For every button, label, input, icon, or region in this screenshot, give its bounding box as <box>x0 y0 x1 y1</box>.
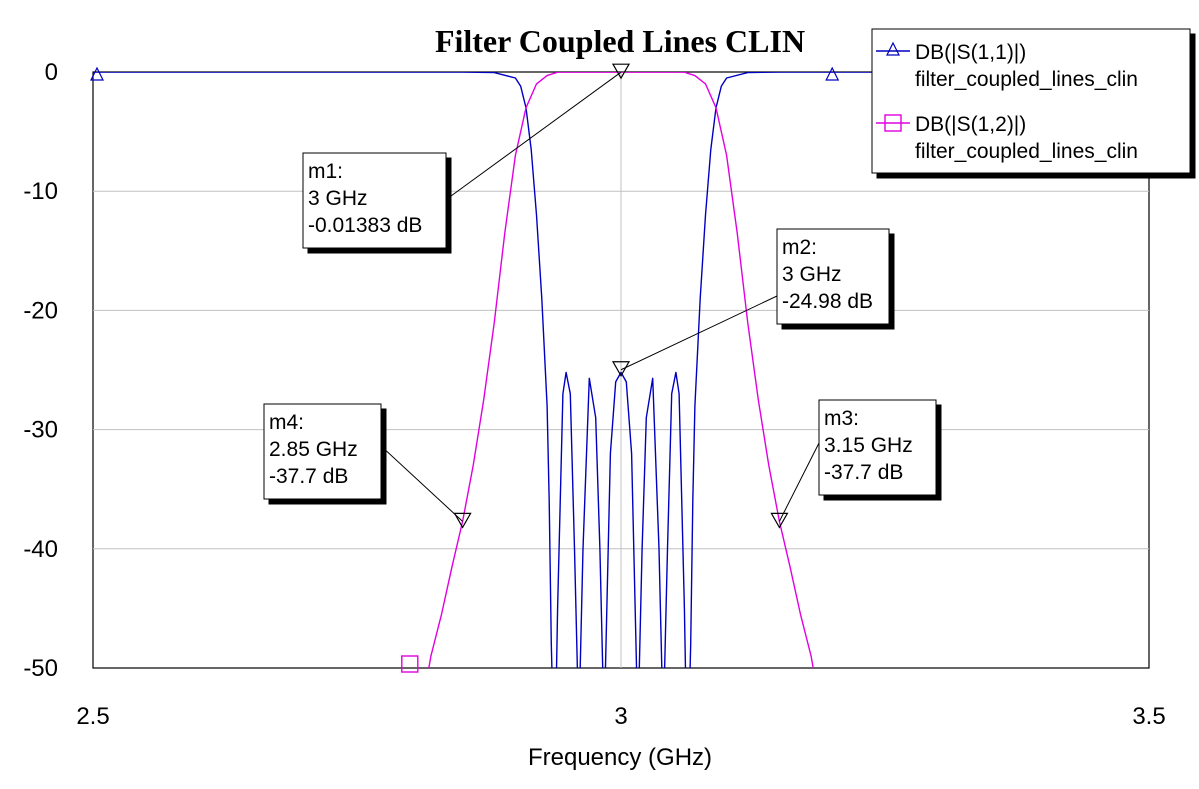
marker-triangle-icon <box>611 63 631 80</box>
y-axis-ticks: 0 -10 -20 -30 -40 -50 <box>23 59 58 682</box>
marker-m4: m4: 2.85 GHz -37.7 dB <box>263 403 472 529</box>
marker-m3: m3: 3.15 GHz -37.7 dB <box>770 399 937 529</box>
marker-name: m3: <box>824 407 859 430</box>
series-symbols <box>90 66 840 673</box>
series-symbol <box>825 66 840 81</box>
legend-entry-1: DB(|S(1,1)|) filter_coupled_lines_clin <box>876 41 1138 91</box>
marker-name: m1: <box>308 160 343 183</box>
marker-m1: m1: 3 GHz -0.01383 dB <box>302 63 631 249</box>
series-line-1 <box>93 72 1149 668</box>
marker-frequency: 3 GHz <box>782 263 842 286</box>
x-tick-label: 3.5 <box>1132 703 1165 730</box>
x-tick-label: 3 <box>614 703 627 730</box>
series-line-2 <box>428 72 814 668</box>
y-tick-label: -50 <box>23 655 58 682</box>
marker-name: m4: <box>269 411 304 434</box>
legend-box <box>871 28 1191 174</box>
marker-box <box>263 403 382 500</box>
legend-entry-2: DB(|S(1,2)|) filter_coupled_lines_clin <box>876 113 1138 163</box>
marker-box <box>818 399 937 496</box>
legend-series-source: filter_coupled_lines_clin <box>915 140 1138 163</box>
x-axis-label: Frequency (GHz) <box>528 744 712 771</box>
series-symbol <box>401 655 419 673</box>
marker-value: -0.01383 dB <box>308 214 422 237</box>
marker-frequency: 3 GHz <box>308 187 368 210</box>
series-symbol <box>90 66 104 81</box>
y-tick-label: -40 <box>23 536 58 563</box>
y-tick-label: -20 <box>23 297 58 324</box>
square-icon <box>884 114 902 132</box>
marker-leader-line <box>778 442 820 522</box>
marker-frequency: 3.15 GHz <box>824 434 913 457</box>
marker-triangle-icon <box>611 361 631 377</box>
chart-title: Filter Coupled Lines CLIN <box>435 23 805 59</box>
y-tick-label: -30 <box>23 417 58 444</box>
y-tick-label: 0 <box>45 59 58 86</box>
legend-series-source: filter_coupled_lines_clin <box>915 68 1138 91</box>
legend-series-name: DB(|S(1,2)|) <box>915 113 1026 136</box>
marker-layer: m1: 3 GHz -0.01383 dB m2: 3 GHz -24.98 dB m3: 3… <box>263 63 937 529</box>
marker-leader-line <box>450 71 622 197</box>
y-tick-label: -10 <box>23 178 58 205</box>
marker-m2: m2: 3 GHz -24.98 dB <box>611 228 890 377</box>
marker-triangle-icon <box>453 512 472 529</box>
marker-leader-line <box>380 445 463 522</box>
legend: DB(|S(1,1)|)filter_coupled_lines_clinDB(… <box>871 28 1191 174</box>
legend-series-name: DB(|S(1,1)|) <box>915 41 1026 64</box>
triangle-icon <box>886 41 900 56</box>
marker-value: -37.7 dB <box>824 461 903 484</box>
marker-box <box>302 152 447 249</box>
marker-leader-line <box>620 295 778 371</box>
marker-value: -37.7 dB <box>269 465 348 488</box>
series-layer <box>93 72 1149 668</box>
marker-triangle-icon <box>770 512 789 529</box>
x-tick-label: 2.5 <box>76 703 109 730</box>
marker-box <box>776 228 890 325</box>
marker-name: m2: <box>782 236 817 259</box>
marker-frequency: 2.85 GHz <box>269 438 358 461</box>
marker-value: -24.98 dB <box>782 290 873 313</box>
x-axis-ticks: 2.5 3 3.5 <box>76 703 1165 730</box>
